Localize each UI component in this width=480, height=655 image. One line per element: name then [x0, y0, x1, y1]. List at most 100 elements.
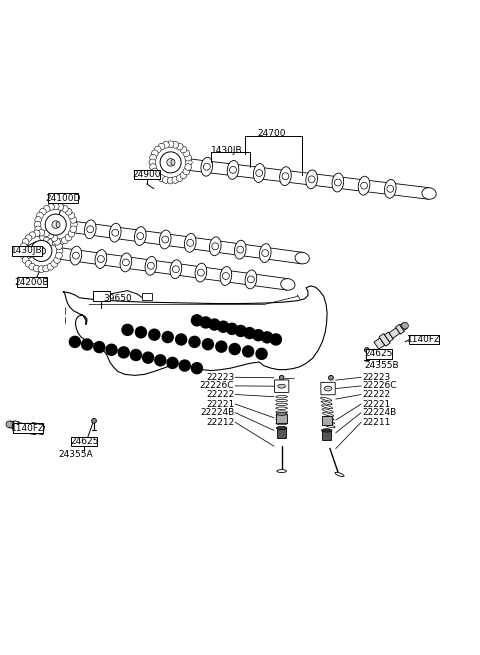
Text: 39650: 39650: [104, 294, 132, 303]
Circle shape: [57, 239, 64, 246]
Circle shape: [180, 172, 187, 179]
Polygon shape: [17, 422, 27, 430]
Circle shape: [200, 316, 212, 329]
Ellipse shape: [87, 226, 94, 233]
Bar: [142, 293, 153, 300]
Ellipse shape: [109, 223, 121, 242]
Circle shape: [51, 234, 58, 242]
Text: 1430JB: 1430JB: [211, 146, 243, 155]
Circle shape: [92, 419, 96, 423]
Circle shape: [191, 314, 203, 327]
Text: 22212: 22212: [206, 418, 234, 427]
Ellipse shape: [253, 164, 265, 183]
Text: 24200B: 24200B: [14, 278, 49, 286]
Circle shape: [81, 338, 93, 350]
Polygon shape: [63, 286, 327, 375]
Circle shape: [180, 146, 187, 153]
Circle shape: [52, 203, 59, 210]
Ellipse shape: [159, 230, 171, 249]
Circle shape: [217, 320, 229, 333]
Ellipse shape: [56, 222, 60, 227]
Ellipse shape: [281, 278, 295, 290]
Circle shape: [21, 252, 27, 259]
Ellipse shape: [195, 263, 207, 282]
Circle shape: [39, 208, 46, 215]
Ellipse shape: [220, 267, 232, 286]
Ellipse shape: [360, 182, 368, 189]
Circle shape: [228, 343, 241, 355]
Bar: [72, 437, 97, 446]
Circle shape: [215, 341, 228, 353]
Text: 22226C: 22226C: [362, 381, 396, 390]
Bar: [409, 335, 439, 345]
Circle shape: [57, 204, 64, 210]
Circle shape: [52, 221, 60, 229]
Circle shape: [261, 331, 273, 344]
Ellipse shape: [197, 269, 204, 276]
Ellipse shape: [280, 167, 291, 185]
Circle shape: [47, 232, 54, 238]
Polygon shape: [396, 324, 404, 334]
Polygon shape: [384, 332, 394, 342]
Polygon shape: [36, 425, 45, 435]
Circle shape: [149, 159, 156, 166]
Circle shape: [33, 230, 40, 236]
Circle shape: [185, 164, 192, 170]
Circle shape: [155, 146, 161, 153]
Text: 22221: 22221: [206, 400, 234, 409]
Circle shape: [52, 240, 59, 246]
Circle shape: [135, 326, 147, 339]
Text: 1140FZ: 1140FZ: [407, 335, 441, 344]
Circle shape: [70, 217, 77, 223]
Ellipse shape: [335, 472, 344, 477]
Circle shape: [31, 240, 52, 261]
Text: 24700: 24700: [257, 129, 285, 138]
Circle shape: [235, 325, 247, 337]
Circle shape: [121, 324, 134, 336]
Circle shape: [163, 177, 169, 183]
Ellipse shape: [234, 240, 246, 259]
Circle shape: [152, 168, 158, 175]
Circle shape: [33, 265, 40, 272]
Circle shape: [54, 238, 60, 245]
Circle shape: [155, 172, 161, 179]
Circle shape: [25, 234, 32, 242]
Ellipse shape: [229, 166, 237, 174]
FancyBboxPatch shape: [321, 383, 335, 395]
FancyBboxPatch shape: [275, 380, 289, 392]
Ellipse shape: [422, 188, 436, 199]
Circle shape: [167, 159, 174, 166]
Circle shape: [56, 243, 62, 250]
Text: 22222: 22222: [206, 390, 234, 399]
Circle shape: [364, 348, 369, 352]
Circle shape: [70, 226, 77, 233]
Bar: [276, 414, 287, 422]
Circle shape: [208, 318, 221, 331]
Circle shape: [185, 159, 192, 166]
Ellipse shape: [97, 255, 104, 263]
Circle shape: [43, 265, 49, 272]
Text: 22222: 22222: [362, 390, 390, 399]
Circle shape: [56, 252, 62, 259]
Ellipse shape: [256, 170, 263, 176]
Circle shape: [6, 421, 12, 428]
Circle shape: [105, 343, 118, 356]
Circle shape: [172, 141, 179, 148]
Circle shape: [61, 206, 68, 212]
Circle shape: [160, 152, 181, 173]
Ellipse shape: [162, 236, 168, 243]
Text: 22224B: 22224B: [362, 408, 396, 417]
Polygon shape: [25, 423, 32, 432]
Ellipse shape: [277, 470, 287, 472]
Circle shape: [56, 248, 63, 254]
Circle shape: [252, 329, 264, 341]
Circle shape: [176, 143, 183, 150]
Circle shape: [21, 243, 27, 250]
Circle shape: [161, 331, 174, 343]
Ellipse shape: [137, 233, 144, 240]
Bar: [277, 428, 287, 438]
Ellipse shape: [332, 173, 344, 192]
Circle shape: [39, 234, 46, 241]
Circle shape: [148, 328, 160, 341]
Circle shape: [158, 143, 165, 150]
